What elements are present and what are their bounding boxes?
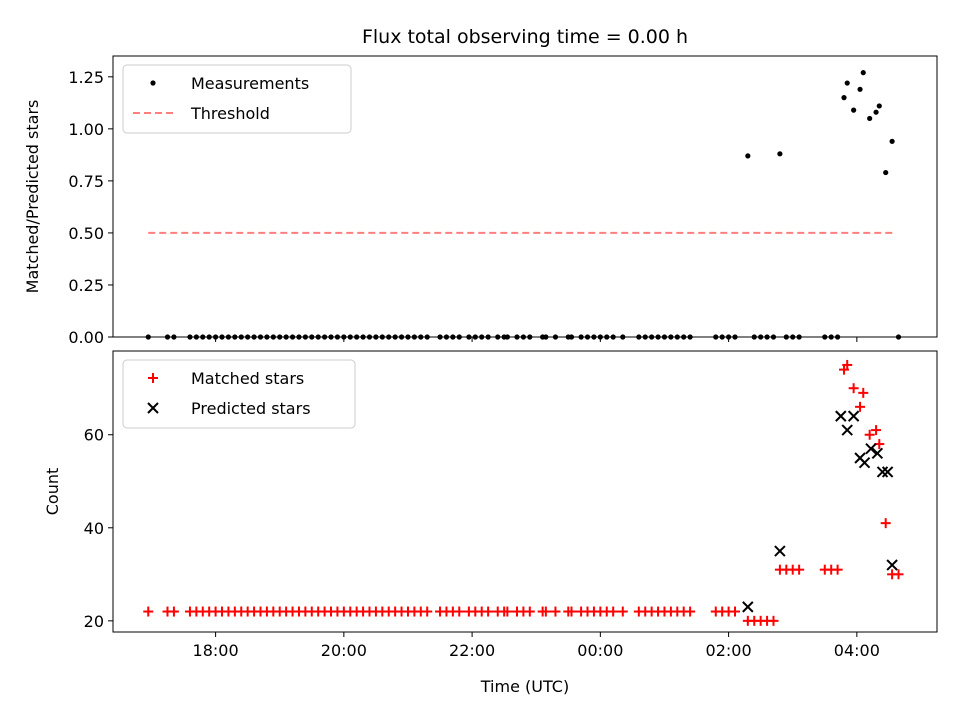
data-point [851, 107, 857, 113]
legend-label: Matched stars [191, 369, 304, 388]
data-point [855, 401, 866, 412]
y-tick-label: 0.75 [68, 172, 104, 191]
legend-swatch [147, 402, 159, 414]
data-point [454, 606, 465, 617]
data-point [777, 151, 783, 157]
top-panel: 0.00 0.25 0.50 0.75 1.00 1.25 Matched/Predicte… [23, 55, 938, 347]
x-tick-label: 20:00 [321, 641, 367, 660]
y-axis-label: Matched/Predicted stars [23, 100, 42, 294]
data-point [864, 429, 875, 440]
legend-swatch [150, 80, 156, 86]
y-tick-label: 40 [84, 519, 104, 538]
data-point [857, 86, 863, 92]
legend-box [122, 359, 356, 429]
legend-label: Threshold [190, 104, 270, 123]
data-point [886, 559, 898, 571]
data-point [842, 359, 853, 370]
data-point [730, 606, 741, 617]
data-point [794, 564, 805, 575]
data-point [768, 615, 779, 626]
x-tick-label: 22:00 [449, 641, 495, 660]
x-tick-label: 00:00 [577, 641, 623, 660]
y-tick-label: 0.00 [68, 328, 104, 347]
data-point [871, 447, 884, 460]
data-point [893, 569, 904, 580]
x-tick-label: 04:00 [834, 641, 880, 660]
data-point [774, 545, 786, 557]
data-point [841, 424, 853, 436]
chart-title: Flux total observing time = 0.00 h [362, 26, 688, 48]
data-point [745, 153, 751, 159]
legend-swatch [148, 373, 158, 383]
data-point [880, 518, 891, 529]
legend-label: Predicted stars [191, 399, 311, 418]
data-point [883, 169, 889, 176]
data-point [865, 442, 877, 455]
y-tick-label: 0.25 [68, 276, 104, 295]
y-tick-label: 1.25 [68, 68, 104, 87]
data-point [871, 425, 882, 436]
data-point [848, 383, 859, 394]
data-point [524, 606, 535, 617]
data-point [867, 115, 873, 122]
data-point [876, 103, 882, 109]
data-point [832, 564, 843, 575]
legend-box [122, 64, 352, 134]
data-point [881, 466, 894, 478]
legend-label: Measurements [191, 74, 309, 93]
data-point [502, 606, 513, 617]
data-point [858, 456, 871, 469]
bottom-panel: 20 40 60 18:00 20:00 22:00 00:00 02:00 04:00 Coun… [43, 350, 938, 696]
data-point [617, 606, 628, 617]
data-point [566, 606, 577, 617]
data-point [873, 109, 879, 115]
data-point [844, 80, 850, 86]
data-point [860, 70, 866, 76]
data-point [483, 606, 494, 617]
data-point [876, 466, 889, 478]
legend: Measurements Threshold [122, 64, 352, 134]
data-point [841, 95, 847, 101]
data-point [742, 601, 754, 613]
data-point [889, 138, 895, 144]
x-tick-label: 18:00 [193, 641, 239, 660]
data-point [685, 606, 696, 617]
y-axis-label: Count [43, 468, 62, 516]
data-point [168, 606, 179, 617]
legend: Matched stars Predicted stars [122, 359, 356, 429]
data-point [608, 606, 619, 617]
x-tick-label: 02:00 [706, 641, 752, 660]
data-point [422, 606, 433, 617]
x-axis-label: Time (UTC) [480, 677, 569, 696]
data-point [835, 410, 847, 422]
data-point [143, 606, 154, 617]
y-tick-label: 60 [84, 426, 104, 445]
axes-frame [112, 55, 938, 338]
y-tick-label: 0.50 [68, 224, 104, 243]
data-point [858, 387, 869, 398]
data-point [847, 410, 860, 422]
data-point [550, 606, 561, 617]
series-predicted-stars [742, 410, 898, 613]
y-tick-label: 20 [84, 612, 104, 631]
y-tick-label: 1.00 [68, 120, 104, 139]
data-point [540, 606, 551, 617]
axes-frame [112, 350, 938, 633]
series-matched-stars [143, 359, 904, 626]
